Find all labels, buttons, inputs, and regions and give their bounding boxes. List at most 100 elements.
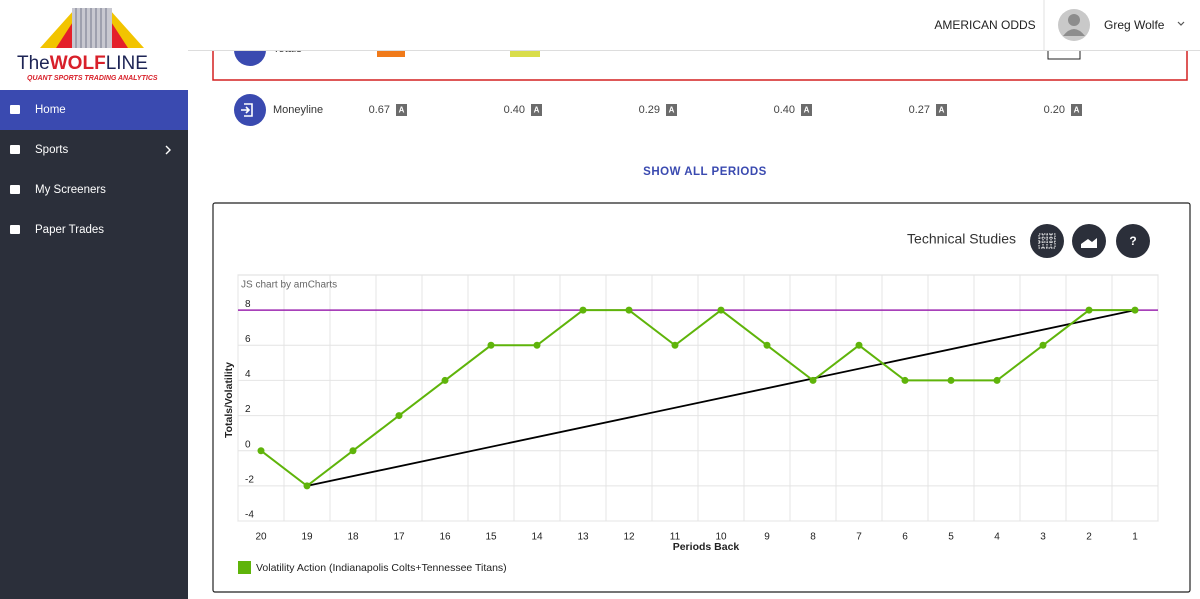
menu-icon bbox=[10, 105, 20, 114]
y-axis-title: Totals/Volatility bbox=[223, 362, 235, 438]
data-point bbox=[717, 306, 725, 314]
x-tick-label: 6 bbox=[902, 532, 908, 543]
odds-value: 0.67 bbox=[369, 104, 390, 116]
avatar-body bbox=[1063, 29, 1085, 36]
x-tick-label: 9 bbox=[764, 532, 770, 543]
y-tick-label: 2 bbox=[245, 404, 251, 415]
x-tick-label: 12 bbox=[623, 532, 635, 543]
data-point bbox=[533, 341, 541, 349]
menu-active-bg bbox=[0, 90, 188, 130]
x-tick-label: 3 bbox=[1040, 532, 1046, 543]
data-point bbox=[1131, 306, 1139, 314]
badge-bg[interactable] bbox=[936, 104, 947, 116]
data-point bbox=[1039, 341, 1047, 349]
menu-item[interactable]: Paper Trades bbox=[35, 224, 104, 236]
data-point bbox=[901, 376, 909, 384]
x-tick-label: 14 bbox=[531, 532, 543, 543]
series-line bbox=[260, 308, 1135, 488]
odds-value: 0.40 bbox=[504, 104, 525, 116]
help-button[interactable] bbox=[1116, 224, 1150, 258]
row-label: Moneyline bbox=[273, 104, 323, 116]
odds-format[interactable]: AMERICAN ODDS bbox=[934, 18, 1035, 32]
x-tick-label: 4 bbox=[994, 532, 1000, 543]
legend-swatch[interactable] bbox=[238, 561, 251, 574]
x-tick-label: 18 bbox=[347, 532, 359, 543]
x-axis-title: Periods Back bbox=[673, 541, 740, 553]
data-point bbox=[855, 341, 863, 349]
avatar-head bbox=[1068, 14, 1080, 26]
x-tick-label: 20 bbox=[255, 532, 267, 543]
menu-item[interactable]: Sports bbox=[35, 144, 68, 156]
chart-button-icon bbox=[1081, 238, 1097, 248]
data-point bbox=[579, 306, 587, 314]
badge-bg[interactable] bbox=[801, 104, 812, 116]
panel-title: Technical Studies bbox=[907, 231, 1016, 247]
menu-item[interactable]: My Screeners bbox=[35, 184, 106, 196]
x-tick-label: 1 bbox=[1132, 532, 1138, 543]
x-tick-label: 19 bbox=[301, 532, 313, 543]
grid-button-icon bbox=[1038, 233, 1056, 249]
badge: A bbox=[534, 106, 540, 115]
logo: TheWOLFLINE QUANT SPORTS TRADING ANALYTI… bbox=[17, 8, 158, 82]
y-tick-label: -4 bbox=[245, 510, 254, 521]
logo-prefix: The bbox=[17, 53, 50, 74]
y-tick-label: -2 bbox=[245, 474, 254, 485]
data-point bbox=[441, 376, 449, 384]
x-tick-label: 17 bbox=[393, 532, 405, 543]
x-tick-label: 7 bbox=[856, 532, 862, 543]
data-point bbox=[671, 341, 679, 349]
trend-line bbox=[306, 309, 1136, 487]
data-point bbox=[349, 447, 357, 455]
menu-item[interactable]: Home bbox=[35, 104, 66, 116]
row-icon-glyph bbox=[241, 103, 253, 117]
data-point bbox=[947, 376, 955, 384]
badge-bg[interactable] bbox=[666, 104, 677, 116]
x-tick-label: 8 bbox=[810, 532, 816, 543]
show-all-periods[interactable]: SHOW ALL PERIODS bbox=[643, 166, 767, 178]
y-tick-label: 4 bbox=[245, 369, 251, 380]
data-point bbox=[993, 376, 1001, 384]
badge: A bbox=[669, 106, 675, 115]
x-tick-label: 16 bbox=[439, 532, 451, 543]
sidebar-menu: Home Sports My Screeners Paper Trades bbox=[0, 90, 188, 236]
odds-value: 0.29 bbox=[639, 104, 660, 116]
badge-bg[interactable] bbox=[396, 104, 407, 116]
odds-value: 0.27 bbox=[909, 104, 930, 116]
legend-label[interactable]: Volatility Action (Indianapolis Colts+Te… bbox=[256, 562, 507, 574]
badge-bg[interactable] bbox=[531, 104, 542, 116]
logo-text: TheWOLFLINE bbox=[17, 53, 148, 74]
logo-suffix: LINE bbox=[106, 53, 148, 74]
menu-icon bbox=[10, 145, 20, 154]
user-name[interactable]: Greg Wolfe bbox=[1104, 18, 1165, 32]
data-point bbox=[303, 482, 311, 490]
menu-icon bbox=[10, 185, 20, 194]
data-point bbox=[1085, 306, 1093, 314]
grid-button[interactable] bbox=[1030, 224, 1064, 258]
data-point bbox=[625, 306, 633, 314]
x-tick-label: 5 bbox=[948, 532, 954, 543]
x-tick-label: 15 bbox=[485, 532, 497, 543]
odds-value: 0.20 bbox=[1044, 104, 1065, 116]
badge: A bbox=[939, 106, 945, 115]
user-menu-chevron[interactable] bbox=[1177, 21, 1185, 26]
x-tick-label: 11 bbox=[670, 532, 681, 543]
data-point bbox=[809, 376, 817, 384]
menu-icon bbox=[10, 225, 20, 234]
badge: A bbox=[399, 106, 405, 115]
odds-value: 0.40 bbox=[774, 104, 795, 116]
badge-bg[interactable] bbox=[1071, 104, 1082, 116]
y-tick-label: 0 bbox=[245, 439, 251, 450]
y-tick-label: 6 bbox=[245, 334, 251, 345]
logo-tagline: QUANT SPORTS TRADING ANALYTICS bbox=[27, 75, 158, 82]
x-tick-label: 13 bbox=[577, 532, 589, 543]
watermark[interactable]: JS chart by amCharts bbox=[241, 280, 337, 291]
logo-brand: WOLF bbox=[50, 53, 106, 74]
data-point bbox=[257, 447, 265, 455]
logo-stripes bbox=[75, 8, 107, 48]
data-point bbox=[487, 341, 495, 349]
x-tick-label: 10 bbox=[715, 532, 727, 543]
data-point bbox=[763, 341, 771, 349]
x-tick-label: 2 bbox=[1086, 532, 1092, 543]
